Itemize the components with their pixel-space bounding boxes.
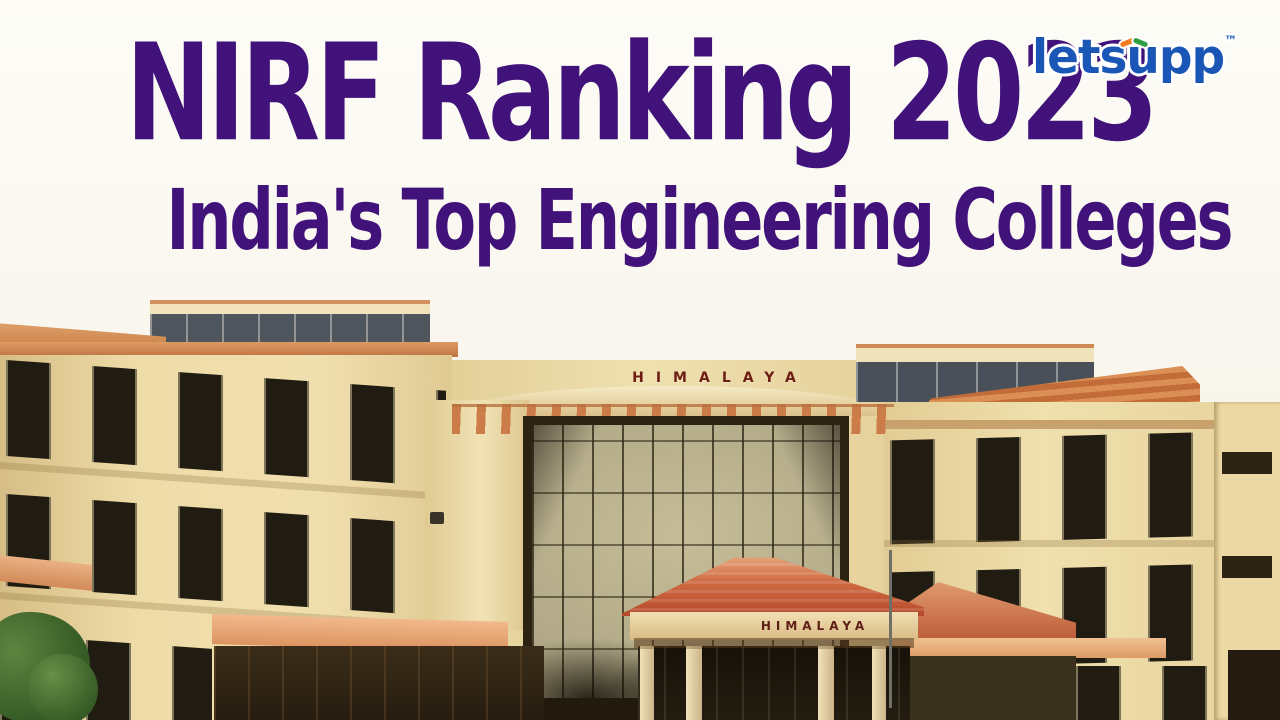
porch-column (686, 646, 702, 720)
right-wing-floor-band (884, 540, 1214, 547)
right-wing-eave (884, 420, 1280, 429)
wall-lamp (430, 512, 444, 524)
subheadline: India's Top Engineering Colleges (166, 171, 1233, 269)
building-sign-entrance: HIMALAYA (760, 619, 870, 633)
side-canopy-shadow (890, 656, 1076, 720)
right-wing-windows-ground (1076, 666, 1214, 720)
porch-column (872, 646, 886, 720)
ground-floor-storefront (214, 646, 544, 720)
flagpole (889, 550, 892, 708)
stairwell-window (1222, 452, 1272, 474)
side-canopy-fascia (890, 638, 1166, 658)
building-sign-top: HIMALAYA (632, 370, 808, 386)
entrance-porch-fascia: HIMALAYA (630, 612, 918, 640)
stairwell-window (1222, 556, 1272, 578)
tree (28, 654, 98, 720)
trademark-symbol: ™ (1224, 34, 1238, 49)
left-wing-roof-band (0, 342, 458, 357)
right-wing-windows-top (890, 432, 1212, 545)
porch-column (640, 646, 654, 720)
entrance-interior (638, 646, 910, 720)
stairwell-doorway (1228, 650, 1280, 720)
logo-accent-icon (1119, 36, 1150, 50)
porch-shadow (634, 638, 914, 648)
headline: NIRF Ranking 2023 (125, 15, 1159, 172)
left-wing-clerestory (150, 300, 430, 348)
accent-right-bar (1132, 37, 1149, 48)
porch-column (818, 646, 834, 720)
